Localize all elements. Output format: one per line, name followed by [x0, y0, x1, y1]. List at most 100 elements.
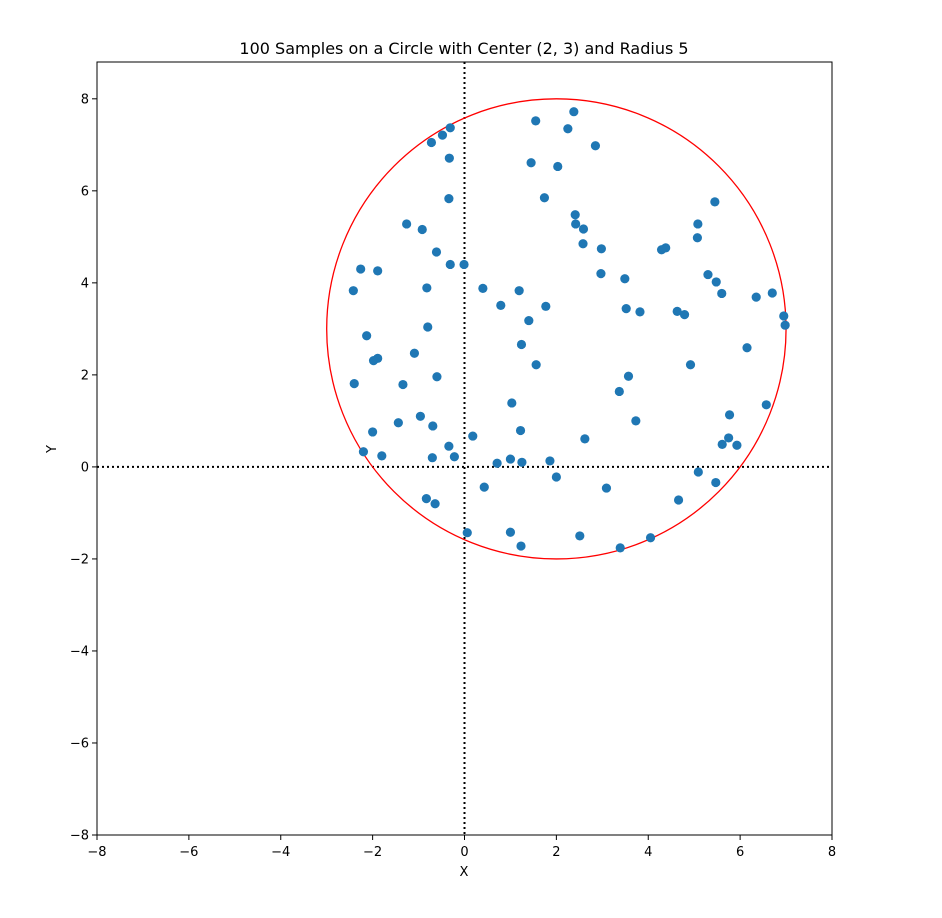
- data-point: [449, 452, 459, 462]
- y-tick-label: −2: [70, 552, 89, 567]
- data-point: [693, 219, 703, 229]
- data-point: [479, 482, 489, 492]
- data-point: [373, 266, 383, 276]
- data-point: [615, 543, 625, 553]
- data-point: [409, 348, 420, 358]
- data-point: [377, 451, 387, 461]
- data-point: [526, 158, 536, 168]
- data-point: [468, 431, 478, 441]
- data-point: [444, 194, 454, 204]
- data-point: [358, 447, 369, 457]
- data-point: [368, 356, 379, 366]
- data-point: [423, 322, 433, 332]
- data-point: [631, 416, 641, 426]
- data-point: [462, 528, 472, 538]
- data-point: [431, 247, 442, 257]
- y-tick-label: 8: [81, 92, 89, 107]
- data-point: [516, 541, 526, 551]
- x-tick-label: −6: [179, 845, 198, 860]
- data-point: [614, 386, 624, 397]
- data-point: [445, 123, 455, 133]
- data-point: [515, 425, 526, 436]
- y-axis-ticks: −8 −6 −4 −2 0 2 4 6 8: [70, 92, 97, 844]
- y-tick-label: 2: [81, 368, 89, 383]
- x-tick-label: −4: [271, 845, 290, 860]
- data-point: [578, 224, 589, 234]
- chart-title: 100 Samples on a Circle with Center (2, …: [239, 39, 688, 58]
- data-point: [428, 421, 438, 431]
- data-point: [693, 467, 703, 477]
- data-point: [596, 244, 606, 254]
- data-point: [505, 527, 516, 537]
- data-point: [751, 292, 761, 302]
- data-point: [362, 331, 372, 341]
- data-point: [780, 320, 790, 330]
- data-point: [656, 245, 667, 255]
- y-tick-label: −8: [70, 829, 89, 844]
- data-point: [402, 219, 412, 229]
- data-point: [553, 161, 563, 172]
- data-point: [711, 277, 721, 287]
- data-point: [393, 418, 403, 428]
- data-point: [673, 495, 684, 505]
- plot-area: [96, 61, 833, 836]
- x-axis-label: X: [460, 865, 469, 880]
- data-point: [417, 224, 427, 235]
- data-point: [767, 288, 777, 298]
- y-tick-label: 6: [81, 184, 89, 199]
- data-point: [685, 360, 696, 370]
- data-point: [437, 130, 448, 140]
- x-tick-label: −8: [87, 845, 106, 860]
- data-point: [711, 477, 721, 488]
- data-point: [717, 288, 727, 299]
- data-point: [710, 197, 720, 207]
- data-point: [551, 472, 561, 482]
- data-point: [635, 307, 645, 317]
- data-point: [445, 259, 455, 270]
- data-point: [578, 239, 588, 249]
- data-point: [432, 372, 442, 382]
- x-tick-label: 0: [460, 845, 468, 860]
- data-point: [672, 306, 682, 316]
- x-axis-ticks: −8 −6 −4 −2 0 2 4 6 8: [87, 835, 836, 860]
- y-axis-label: Y: [45, 445, 60, 454]
- data-point: [692, 233, 703, 243]
- y-tick-label: −4: [70, 644, 89, 659]
- data-point: [531, 360, 541, 370]
- data-point: [596, 269, 606, 279]
- data-point: [679, 310, 690, 320]
- data-point: [505, 454, 516, 464]
- x-tick-label: 2: [552, 845, 560, 860]
- data-point: [580, 434, 590, 444]
- data-point: [516, 339, 527, 350]
- data-point: [563, 124, 573, 134]
- data-point: [514, 286, 524, 296]
- data-point: [539, 193, 550, 203]
- data-point: [569, 107, 579, 117]
- data-point: [426, 137, 437, 148]
- data-point: [478, 283, 488, 293]
- data-point: [459, 259, 469, 270]
- data-point: [601, 483, 612, 493]
- data-point: [422, 283, 432, 293]
- x-tick-label: −2: [363, 845, 382, 860]
- data-point: [444, 441, 454, 451]
- data-point: [623, 371, 634, 381]
- data-point: [703, 269, 713, 280]
- data-point: [621, 304, 631, 314]
- data-point: [356, 264, 366, 274]
- y-tick-label: 0: [81, 460, 89, 475]
- data-point: [571, 219, 581, 229]
- data-point: [496, 300, 506, 311]
- data-point: [507, 398, 517, 408]
- data-point: [575, 531, 585, 541]
- data-point: [348, 286, 358, 296]
- x-tick-label: 4: [644, 845, 652, 860]
- data-point: [742, 343, 752, 353]
- data-point: [421, 494, 431, 504]
- x-tick-label: 6: [736, 845, 744, 860]
- data-point: [427, 453, 437, 463]
- data-point: [724, 410, 735, 420]
- data-point: [398, 379, 408, 390]
